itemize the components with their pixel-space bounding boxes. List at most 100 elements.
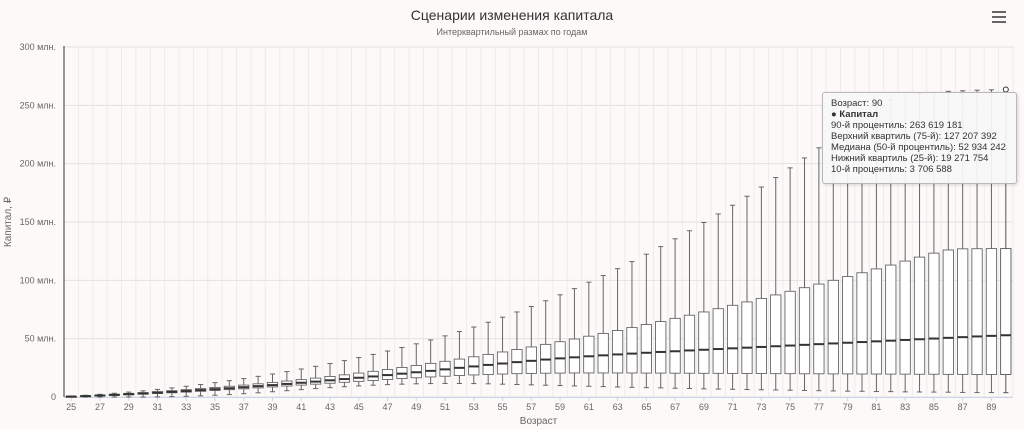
box-item[interactable] bbox=[381, 350, 394, 386]
box-item[interactable] bbox=[425, 339, 437, 385]
box-item[interactable] bbox=[741, 195, 753, 391]
iqr-box bbox=[971, 248, 983, 375]
box-item[interactable] bbox=[252, 375, 264, 394]
box-item[interactable] bbox=[698, 221, 710, 390]
box-item[interactable] bbox=[482, 321, 494, 385]
box-item[interactable] bbox=[439, 335, 451, 384]
tooltip-header: Возраст: 90 bbox=[831, 98, 883, 109]
x-tick-label: 81 bbox=[871, 402, 881, 412]
x-tick-label: 55 bbox=[498, 402, 508, 412]
iqr-box bbox=[827, 279, 839, 375]
x-tick-label: 87 bbox=[958, 402, 968, 412]
box-item[interactable] bbox=[166, 387, 178, 398]
box-item[interactable] bbox=[669, 238, 681, 389]
box-item[interactable] bbox=[123, 391, 135, 398]
x-tick-label: 35 bbox=[210, 402, 220, 412]
x-tick-label: 41 bbox=[296, 402, 306, 412]
x-tick-label: 37 bbox=[239, 402, 249, 412]
box-item[interactable] bbox=[137, 390, 149, 398]
x-tick-label: 25 bbox=[66, 402, 76, 412]
box-item[interactable] bbox=[367, 353, 379, 386]
box-item[interactable] bbox=[568, 288, 581, 387]
x-tick-label: 51 bbox=[440, 402, 450, 412]
box-item[interactable] bbox=[281, 371, 293, 392]
hamburger-menu-icon[interactable] bbox=[992, 11, 1006, 23]
box-item[interactable] bbox=[640, 253, 652, 389]
tooltip-line: 10-й процентиль: 3 706 588 bbox=[831, 164, 952, 175]
iqr-box bbox=[669, 317, 681, 374]
box-item[interactable] bbox=[525, 305, 537, 386]
box-item[interactable] bbox=[353, 357, 365, 387]
box-item[interactable] bbox=[410, 343, 422, 385]
x-tick-label: 77 bbox=[814, 402, 824, 412]
x-tick-label: 31 bbox=[152, 402, 162, 412]
axis-labels: 0 50 млн. 100 млн. 150 млн. 200 млн. 250 млн.… bbox=[3, 42, 996, 427]
iqr-box bbox=[770, 294, 782, 375]
box-item[interactable] bbox=[770, 177, 782, 391]
box-item[interactable] bbox=[238, 378, 250, 395]
x-tick-label: 61 bbox=[584, 402, 594, 412]
box-item[interactable] bbox=[108, 392, 120, 398]
box-item[interactable] bbox=[94, 393, 106, 398]
iqr-box bbox=[798, 287, 811, 375]
x-tick-label: 83 bbox=[900, 402, 910, 412]
box-item[interactable] bbox=[712, 213, 724, 390]
box-item[interactable] bbox=[496, 316, 509, 385]
iqr-box bbox=[640, 324, 652, 374]
box-item[interactable] bbox=[266, 373, 279, 393]
box-item[interactable] bbox=[151, 388, 164, 398]
box-item[interactable] bbox=[295, 368, 307, 391]
x-axis-title: Возраст bbox=[520, 416, 558, 427]
box-item[interactable] bbox=[194, 384, 207, 397]
tooltip-line: Медиана (50-й процентиль): 52 934 242 bbox=[831, 142, 1006, 153]
box-item[interactable] bbox=[223, 380, 235, 396]
box-series[interactable] bbox=[65, 86, 1012, 398]
box-item[interactable] bbox=[813, 147, 825, 392]
y-tick-label: 150 млн. bbox=[20, 217, 56, 227]
x-tick-label: 75 bbox=[785, 402, 795, 412]
box-item[interactable] bbox=[209, 382, 221, 396]
y-tick-label: 100 млн. bbox=[20, 275, 56, 285]
iqr-box bbox=[683, 314, 696, 374]
x-tick-label: 57 bbox=[526, 402, 536, 412]
box-item[interactable] bbox=[453, 331, 466, 384]
box-item[interactable] bbox=[554, 294, 566, 387]
box-item[interactable] bbox=[468, 326, 480, 385]
highlight-marker bbox=[1002, 86, 1009, 93]
x-tick-label: 33 bbox=[181, 402, 191, 412]
box-item[interactable] bbox=[540, 300, 552, 386]
x-tick-label: 45 bbox=[354, 402, 364, 412]
box-item[interactable] bbox=[396, 347, 408, 385]
iqr-box bbox=[928, 252, 940, 375]
x-tick-label: 67 bbox=[670, 402, 680, 412]
box-item[interactable] bbox=[755, 186, 767, 391]
box-item[interactable] bbox=[655, 246, 667, 389]
y-tick-label: 250 млн. bbox=[20, 100, 56, 110]
box-item[interactable] bbox=[65, 395, 77, 398]
box-item[interactable] bbox=[324, 363, 336, 389]
box-item[interactable] bbox=[726, 204, 739, 390]
x-tick-label: 59 bbox=[555, 402, 565, 412]
iqr-box bbox=[755, 297, 767, 374]
iqr-box bbox=[813, 283, 825, 375]
box-item[interactable] bbox=[611, 268, 624, 388]
x-tick-label: 73 bbox=[756, 402, 766, 412]
box-item[interactable] bbox=[683, 230, 696, 389]
y-tick-label: 300 млн. bbox=[20, 42, 56, 52]
box-item[interactable] bbox=[784, 167, 796, 391]
iqr-box bbox=[712, 308, 724, 374]
box-item[interactable] bbox=[79, 394, 92, 398]
iqr-box bbox=[1000, 248, 1012, 375]
box-item[interactable] bbox=[338, 360, 351, 388]
box-item[interactable] bbox=[583, 281, 595, 387]
box-item[interactable] bbox=[180, 385, 192, 397]
iqr-box bbox=[870, 268, 883, 375]
iqr-box bbox=[985, 248, 998, 375]
box-item[interactable] bbox=[597, 275, 609, 388]
y-tick-label: 50 млн. bbox=[25, 334, 56, 344]
box-item[interactable] bbox=[310, 365, 322, 390]
box-item[interactable] bbox=[798, 157, 811, 391]
box-item[interactable] bbox=[626, 261, 638, 388]
box-item[interactable] bbox=[511, 311, 523, 386]
iqr-box bbox=[885, 264, 897, 375]
